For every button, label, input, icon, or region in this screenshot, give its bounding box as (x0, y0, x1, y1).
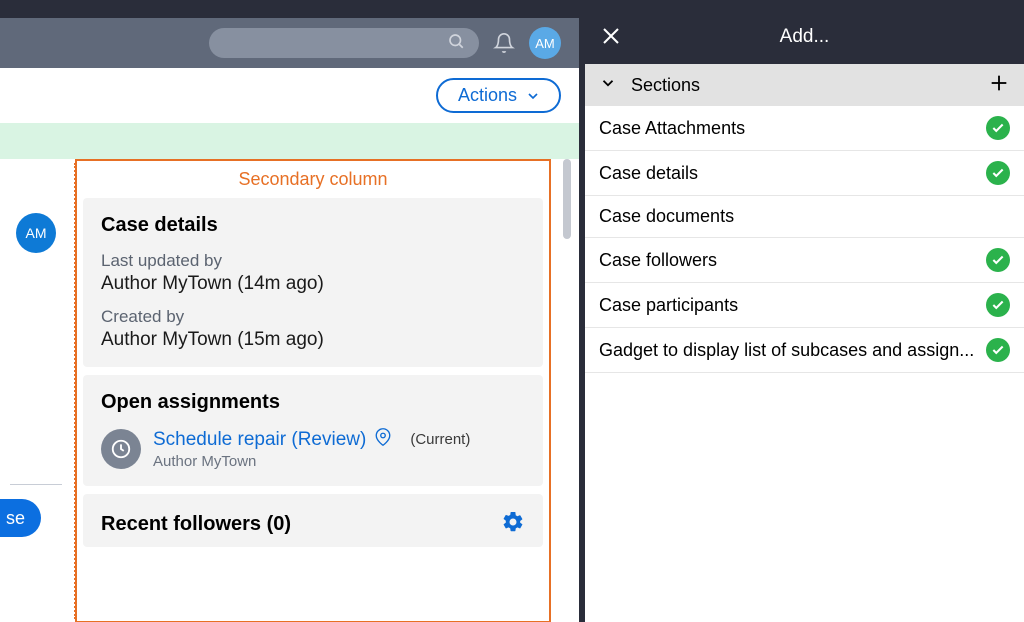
check-icon (986, 248, 1010, 272)
avatar-initials: AM (535, 36, 555, 51)
section-item-label: Case participants (599, 295, 738, 316)
notifications-icon[interactable] (493, 32, 515, 54)
search-input[interactable] (209, 28, 479, 58)
scrollbar[interactable] (563, 159, 571, 239)
section-item-label: Case details (599, 163, 698, 184)
location-icon (374, 428, 392, 451)
actions-button[interactable]: Actions (436, 78, 561, 113)
case-details-title: Case details (101, 214, 525, 237)
current-tag: (Current) (410, 431, 470, 448)
last-updated-label: Last updated by (101, 251, 525, 271)
sections-label: Sections (631, 75, 700, 96)
assignment-author: Author MyTown (153, 453, 470, 470)
open-assignments-title: Open assignments (101, 391, 525, 414)
section-item[interactable]: Case participants (585, 283, 1024, 328)
check-icon (986, 338, 1010, 362)
main-content: AM Actions AM se Secondary column (0, 18, 582, 622)
status-strip (0, 123, 579, 159)
actions-label: Actions (458, 85, 517, 106)
created-by-value: Author MyTown (15m ago) (101, 329, 525, 351)
section-item[interactable]: Case documents (585, 196, 1024, 238)
check-icon (986, 293, 1010, 317)
add-panel: Add... Sections Case Attachments Case det… (582, 18, 1024, 622)
add-panel-title: Add... (780, 26, 830, 48)
actions-bar: Actions (0, 68, 579, 123)
clock-icon (101, 429, 141, 469)
secondary-column: Secondary column Case details Last updat… (75, 159, 551, 622)
primary-action-fragment: se (6, 508, 25, 529)
search-icon (447, 32, 465, 55)
last-updated-value: Author MyTown (14m ago) (101, 273, 525, 295)
recent-followers-card: Recent followers (0) (83, 494, 543, 547)
assignment-row: Schedule repair (Review) (Current) Autho… (101, 428, 525, 470)
chevron-down-icon (525, 88, 541, 104)
case-details-card: Case details Last updated by Author MyTo… (83, 198, 543, 367)
chevron-down-icon (599, 74, 617, 97)
case-avatar: AM (16, 213, 56, 253)
recent-followers-title: Recent followers (0) (101, 513, 291, 536)
gear-icon[interactable] (501, 510, 525, 539)
section-item-label: Case followers (599, 250, 717, 271)
content-area: AM se Secondary column Case details Last… (0, 159, 579, 622)
column-divider (74, 163, 76, 619)
assignment-link[interactable]: Schedule repair (Review) (153, 429, 366, 451)
section-item[interactable]: Case followers (585, 238, 1024, 283)
add-panel-header: Add... (585, 10, 1024, 64)
sections-header[interactable]: Sections (585, 64, 1024, 106)
created-by-label: Created by (101, 307, 525, 327)
section-item-label: Case documents (599, 206, 734, 227)
secondary-column-label: Secondary column (83, 167, 543, 198)
check-icon (986, 116, 1010, 140)
case-avatar-initials: AM (26, 225, 47, 241)
open-assignments-card: Open assignments Schedule repair (Review… (83, 375, 543, 486)
section-item[interactable]: Gadget to display list of subcases and a… (585, 328, 1024, 373)
sections-list: Case Attachments Case details Case documen… (585, 106, 1024, 373)
close-icon[interactable] (599, 24, 623, 53)
section-item-label: Gadget to display list of subcases and a… (599, 340, 974, 361)
add-section-icon[interactable] (988, 72, 1010, 99)
section-item-label: Case Attachments (599, 118, 745, 139)
check-icon (986, 161, 1010, 185)
divider (10, 484, 62, 485)
primary-action-button[interactable]: se (0, 499, 41, 537)
user-avatar[interactable]: AM (529, 27, 561, 59)
section-item[interactable]: Case details (585, 151, 1024, 196)
app-header: AM (0, 18, 579, 68)
section-item[interactable]: Case Attachments (585, 106, 1024, 151)
